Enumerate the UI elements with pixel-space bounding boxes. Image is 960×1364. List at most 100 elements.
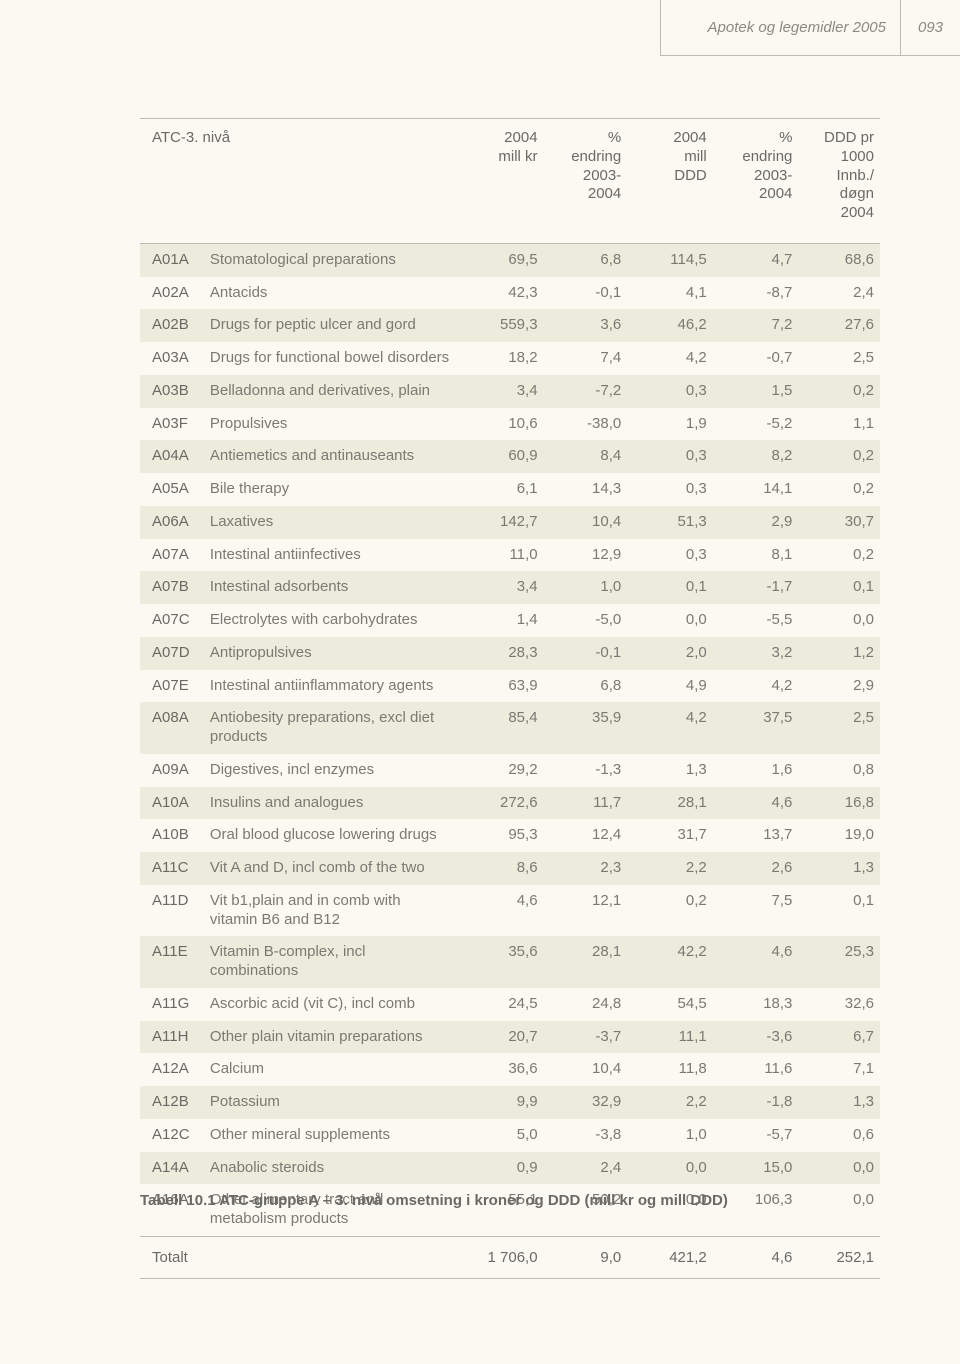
col-header: %endring2003-2004 xyxy=(544,119,628,243)
atc-code: A04A xyxy=(140,440,204,473)
atc-code: A09A xyxy=(140,754,204,787)
value-cell: 11,1 xyxy=(627,1021,713,1054)
value-cell: 0,3 xyxy=(627,440,713,473)
value-cell: 0,0 xyxy=(798,604,880,637)
atc-desc: Drugs for functional bowel disorders xyxy=(204,342,458,375)
value-cell: 24,8 xyxy=(544,988,628,1021)
value-cell: 32,6 xyxy=(798,988,880,1021)
atc-code: A02A xyxy=(140,277,204,310)
value-cell: 2,4 xyxy=(798,277,880,310)
atc-desc: Ascorbic acid (vit C), incl comb xyxy=(204,988,458,1021)
value-cell: 42,2 xyxy=(627,936,713,988)
value-cell: 13,7 xyxy=(713,819,799,852)
atc-desc: Vitamin B-complex, incl combinations xyxy=(204,936,458,988)
value-cell: 6,1 xyxy=(458,473,544,506)
value-cell: 54,5 xyxy=(627,988,713,1021)
value-cell: 28,3 xyxy=(458,637,544,670)
value-cell: 2,6 xyxy=(713,852,799,885)
atc-code: A07C xyxy=(140,604,204,637)
header-title: Apotek og legemidler 2005 xyxy=(708,19,886,36)
value-cell: 14,1 xyxy=(713,473,799,506)
value-cell: 0,2 xyxy=(798,440,880,473)
table-row: A11CVit A and D, incl comb of the two8,6… xyxy=(140,852,880,885)
value-cell: 25,3 xyxy=(798,936,880,988)
value-cell: 14,3 xyxy=(544,473,628,506)
value-cell: 4,6 xyxy=(713,936,799,988)
value-cell: 4,2 xyxy=(627,342,713,375)
value-cell: 10,4 xyxy=(544,506,628,539)
value-cell: 1,0 xyxy=(627,1119,713,1152)
col-header: 2004millDDD xyxy=(627,119,713,243)
value-cell: 51,3 xyxy=(627,506,713,539)
value-cell: 11,6 xyxy=(713,1053,799,1086)
atc-code: A11E xyxy=(140,936,204,988)
value-cell: 19,0 xyxy=(798,819,880,852)
table-row: A05ABile therapy6,114,30,314,10,2 xyxy=(140,473,880,506)
total-cell: 4,6 xyxy=(713,1236,799,1278)
value-cell: 0,2 xyxy=(798,539,880,572)
value-cell: 12,1 xyxy=(544,885,628,937)
value-cell: 1,6 xyxy=(713,754,799,787)
value-cell: 1,5 xyxy=(713,375,799,408)
atc-desc: Calcium xyxy=(204,1053,458,1086)
table-row: A10AInsulins and analogues272,611,728,14… xyxy=(140,787,880,820)
table-row: A03FPropulsives10,6-38,01,9-5,21,1 xyxy=(140,408,880,441)
value-cell: 0,3 xyxy=(627,375,713,408)
atc-code: A12C xyxy=(140,1119,204,1152)
atc-code: A02B xyxy=(140,309,204,342)
total-cell: 421,2 xyxy=(627,1236,713,1278)
page-number: 093 xyxy=(918,19,943,36)
value-cell: 0,3 xyxy=(627,539,713,572)
value-cell: 11,8 xyxy=(627,1053,713,1086)
value-cell: 4,9 xyxy=(627,670,713,703)
value-cell: 4,1 xyxy=(627,277,713,310)
value-cell: 28,1 xyxy=(544,936,628,988)
value-cell: 1,4 xyxy=(458,604,544,637)
atc-desc: Belladonna and derivatives, plain xyxy=(204,375,458,408)
atc-desc: Antiemetics and antinauseants xyxy=(204,440,458,473)
table-row: A04AAntiemetics and antinauseants60,98,4… xyxy=(140,440,880,473)
value-cell: 4,7 xyxy=(713,243,799,276)
atc-desc: Intestinal adsorbents xyxy=(204,571,458,604)
value-cell: 142,7 xyxy=(458,506,544,539)
atc-desc: Laxatives xyxy=(204,506,458,539)
atc-code: A01A xyxy=(140,243,204,276)
value-cell: 11,7 xyxy=(544,787,628,820)
atc-code: A07A xyxy=(140,539,204,572)
value-cell: 12,9 xyxy=(544,539,628,572)
atc-desc: Other mineral supplements xyxy=(204,1119,458,1152)
value-cell: -3,6 xyxy=(713,1021,799,1054)
atc-code: A11C xyxy=(140,852,204,885)
value-cell: 0,3 xyxy=(627,473,713,506)
atc-desc: Propulsives xyxy=(204,408,458,441)
atc-code: A14A xyxy=(140,1152,204,1185)
atc-code: A12B xyxy=(140,1086,204,1119)
value-cell: 2,9 xyxy=(798,670,880,703)
atc-desc: Potassium xyxy=(204,1086,458,1119)
atc-code: A10A xyxy=(140,787,204,820)
value-cell: 0,1 xyxy=(627,571,713,604)
value-cell: 69,5 xyxy=(458,243,544,276)
value-cell: 7,1 xyxy=(798,1053,880,1086)
table-row: A10BOral blood glucose lowering drugs95,… xyxy=(140,819,880,852)
table-row: A12ACalcium36,610,411,811,67,1 xyxy=(140,1053,880,1086)
table-row: A12COther mineral supplements5,0-3,81,0-… xyxy=(140,1119,880,1152)
table-row: A02BDrugs for peptic ulcer and gord559,3… xyxy=(140,309,880,342)
value-cell: 4,6 xyxy=(458,885,544,937)
value-cell: 4,2 xyxy=(713,670,799,703)
value-cell: 18,3 xyxy=(713,988,799,1021)
value-cell: 85,4 xyxy=(458,702,544,754)
table-row: A01AStomatological preparations69,56,811… xyxy=(140,243,880,276)
value-cell: 4,6 xyxy=(713,787,799,820)
atc-code: A11H xyxy=(140,1021,204,1054)
atc-desc: Vit A and D, incl comb of the two xyxy=(204,852,458,885)
value-cell: 3,2 xyxy=(713,637,799,670)
table-row: A07CElectrolytes with carbohydrates1,4-5… xyxy=(140,604,880,637)
value-cell: 6,8 xyxy=(544,243,628,276)
table-row: A07EIntestinal antiinflammatory agents63… xyxy=(140,670,880,703)
value-cell: 4,2 xyxy=(627,702,713,754)
table-row: A07AIntestinal antiinfectives11,012,90,3… xyxy=(140,539,880,572)
atc-desc: Intestinal antiinflammatory agents xyxy=(204,670,458,703)
value-cell: 0,2 xyxy=(798,375,880,408)
value-cell: 7,5 xyxy=(713,885,799,937)
